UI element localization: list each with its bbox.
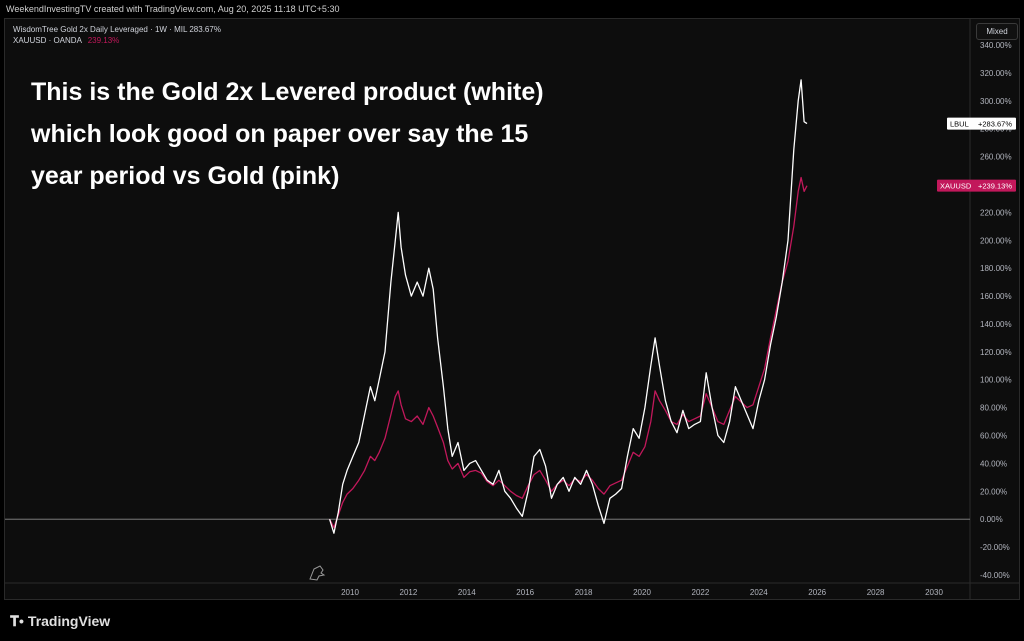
secondary-value: 239.13%: [87, 36, 120, 45]
footer: 𝐓• TradingView: [0, 600, 1024, 641]
y-tick-label: 220.00%: [980, 208, 1012, 217]
x-tick-label: 2020: [633, 588, 651, 597]
y-tick-label: 180.00%: [980, 264, 1012, 273]
y-tick-label: 80.00%: [980, 404, 1007, 413]
series-line-lbul[interactable]: [328, 79, 808, 534]
main-series-legend[interactable]: WisdomTree Gold 2x Daily Leveraged · 1W …: [13, 25, 221, 34]
tag-value: +283.67%: [978, 120, 1012, 129]
x-tick-label: 2010: [341, 588, 359, 597]
tag-symbol: LBUL: [950, 120, 969, 129]
y-tick-label: 260.00%: [980, 153, 1012, 162]
y-tick-label: 300.00%: [980, 97, 1012, 106]
y-tick-label: 120.00%: [980, 348, 1012, 357]
y-tick-label: 320.00%: [980, 69, 1012, 78]
chart-panel[interactable]: WisdomTree Gold 2x Daily Leveraged · 1W …: [4, 18, 1020, 600]
tag-background: [947, 117, 1016, 130]
y-tick-label: -20.00%: [980, 543, 1010, 552]
annotation-text: This is the Gold 2x Levered product (whi…: [31, 71, 651, 197]
y-tick-label: 20.00%: [980, 487, 1007, 496]
y-tick-label: -40.00%: [980, 571, 1010, 580]
tag-symbol: XAUUSD: [940, 182, 972, 191]
series-line-xauusd[interactable]: [329, 176, 808, 529]
secondary-symbol: XAUUSD · OANDA: [13, 36, 82, 45]
annotation-line: This is the Gold 2x Levered product (whi…: [31, 78, 544, 106]
y-tick-label: 200.00%: [980, 236, 1012, 245]
x-tick-label: 2028: [867, 588, 885, 597]
tag-background: [937, 179, 1016, 192]
x-tick-label: 2016: [516, 588, 534, 597]
x-tick-label: 2012: [400, 588, 418, 597]
x-tick-label: 2026: [808, 588, 826, 597]
x-tick-label: 2022: [692, 588, 710, 597]
y-tick-label: 40.00%: [980, 459, 1007, 468]
last-value-tag-lbul[interactable]: LBUL +283.67%: [947, 117, 1016, 130]
x-tick-label: 2014: [458, 588, 476, 597]
y-tick-label: 160.00%: [980, 292, 1012, 301]
x-tick-label: 2024: [750, 588, 768, 597]
credit-text: WeekendInvestingTV created with TradingV…: [6, 4, 340, 14]
tradingview-mascot-icon: [309, 565, 326, 581]
x-tick-label: 2030: [925, 588, 943, 597]
annotation-line: which look good on paper over say the 15: [31, 120, 529, 148]
annotation-line: year period vs Gold (pink): [31, 162, 340, 190]
y-tick-label: 60.00%: [980, 432, 1007, 441]
tag-value: +239.13%: [978, 182, 1012, 191]
y-tick-label: 100.00%: [980, 376, 1012, 385]
y-tick-label: 140.00%: [980, 320, 1012, 329]
y-tick-label: 340.00%: [980, 41, 1012, 50]
y-tick-label: 0.00%: [980, 515, 1003, 524]
scale-mode-button[interactable]: Mixed: [976, 23, 1018, 40]
tradingview-logo[interactable]: 𝐓• TradingView: [10, 613, 110, 630]
price-chart[interactable]: 340.00%320.00%300.00%280.00%260.00%240.0…: [5, 19, 1019, 599]
secondary-series-legend[interactable]: XAUUSD · OANDA 239.13%: [13, 36, 119, 45]
last-value-tag-xauusd[interactable]: XAUUSD +239.13%: [937, 179, 1016, 192]
credit-header: WeekendInvestingTV created with TradingV…: [0, 0, 1024, 18]
x-tick-label: 2018: [575, 588, 593, 597]
tradingview-mark-icon: 𝐓•: [10, 613, 24, 629]
brand-text: TradingView: [27, 613, 111, 629]
